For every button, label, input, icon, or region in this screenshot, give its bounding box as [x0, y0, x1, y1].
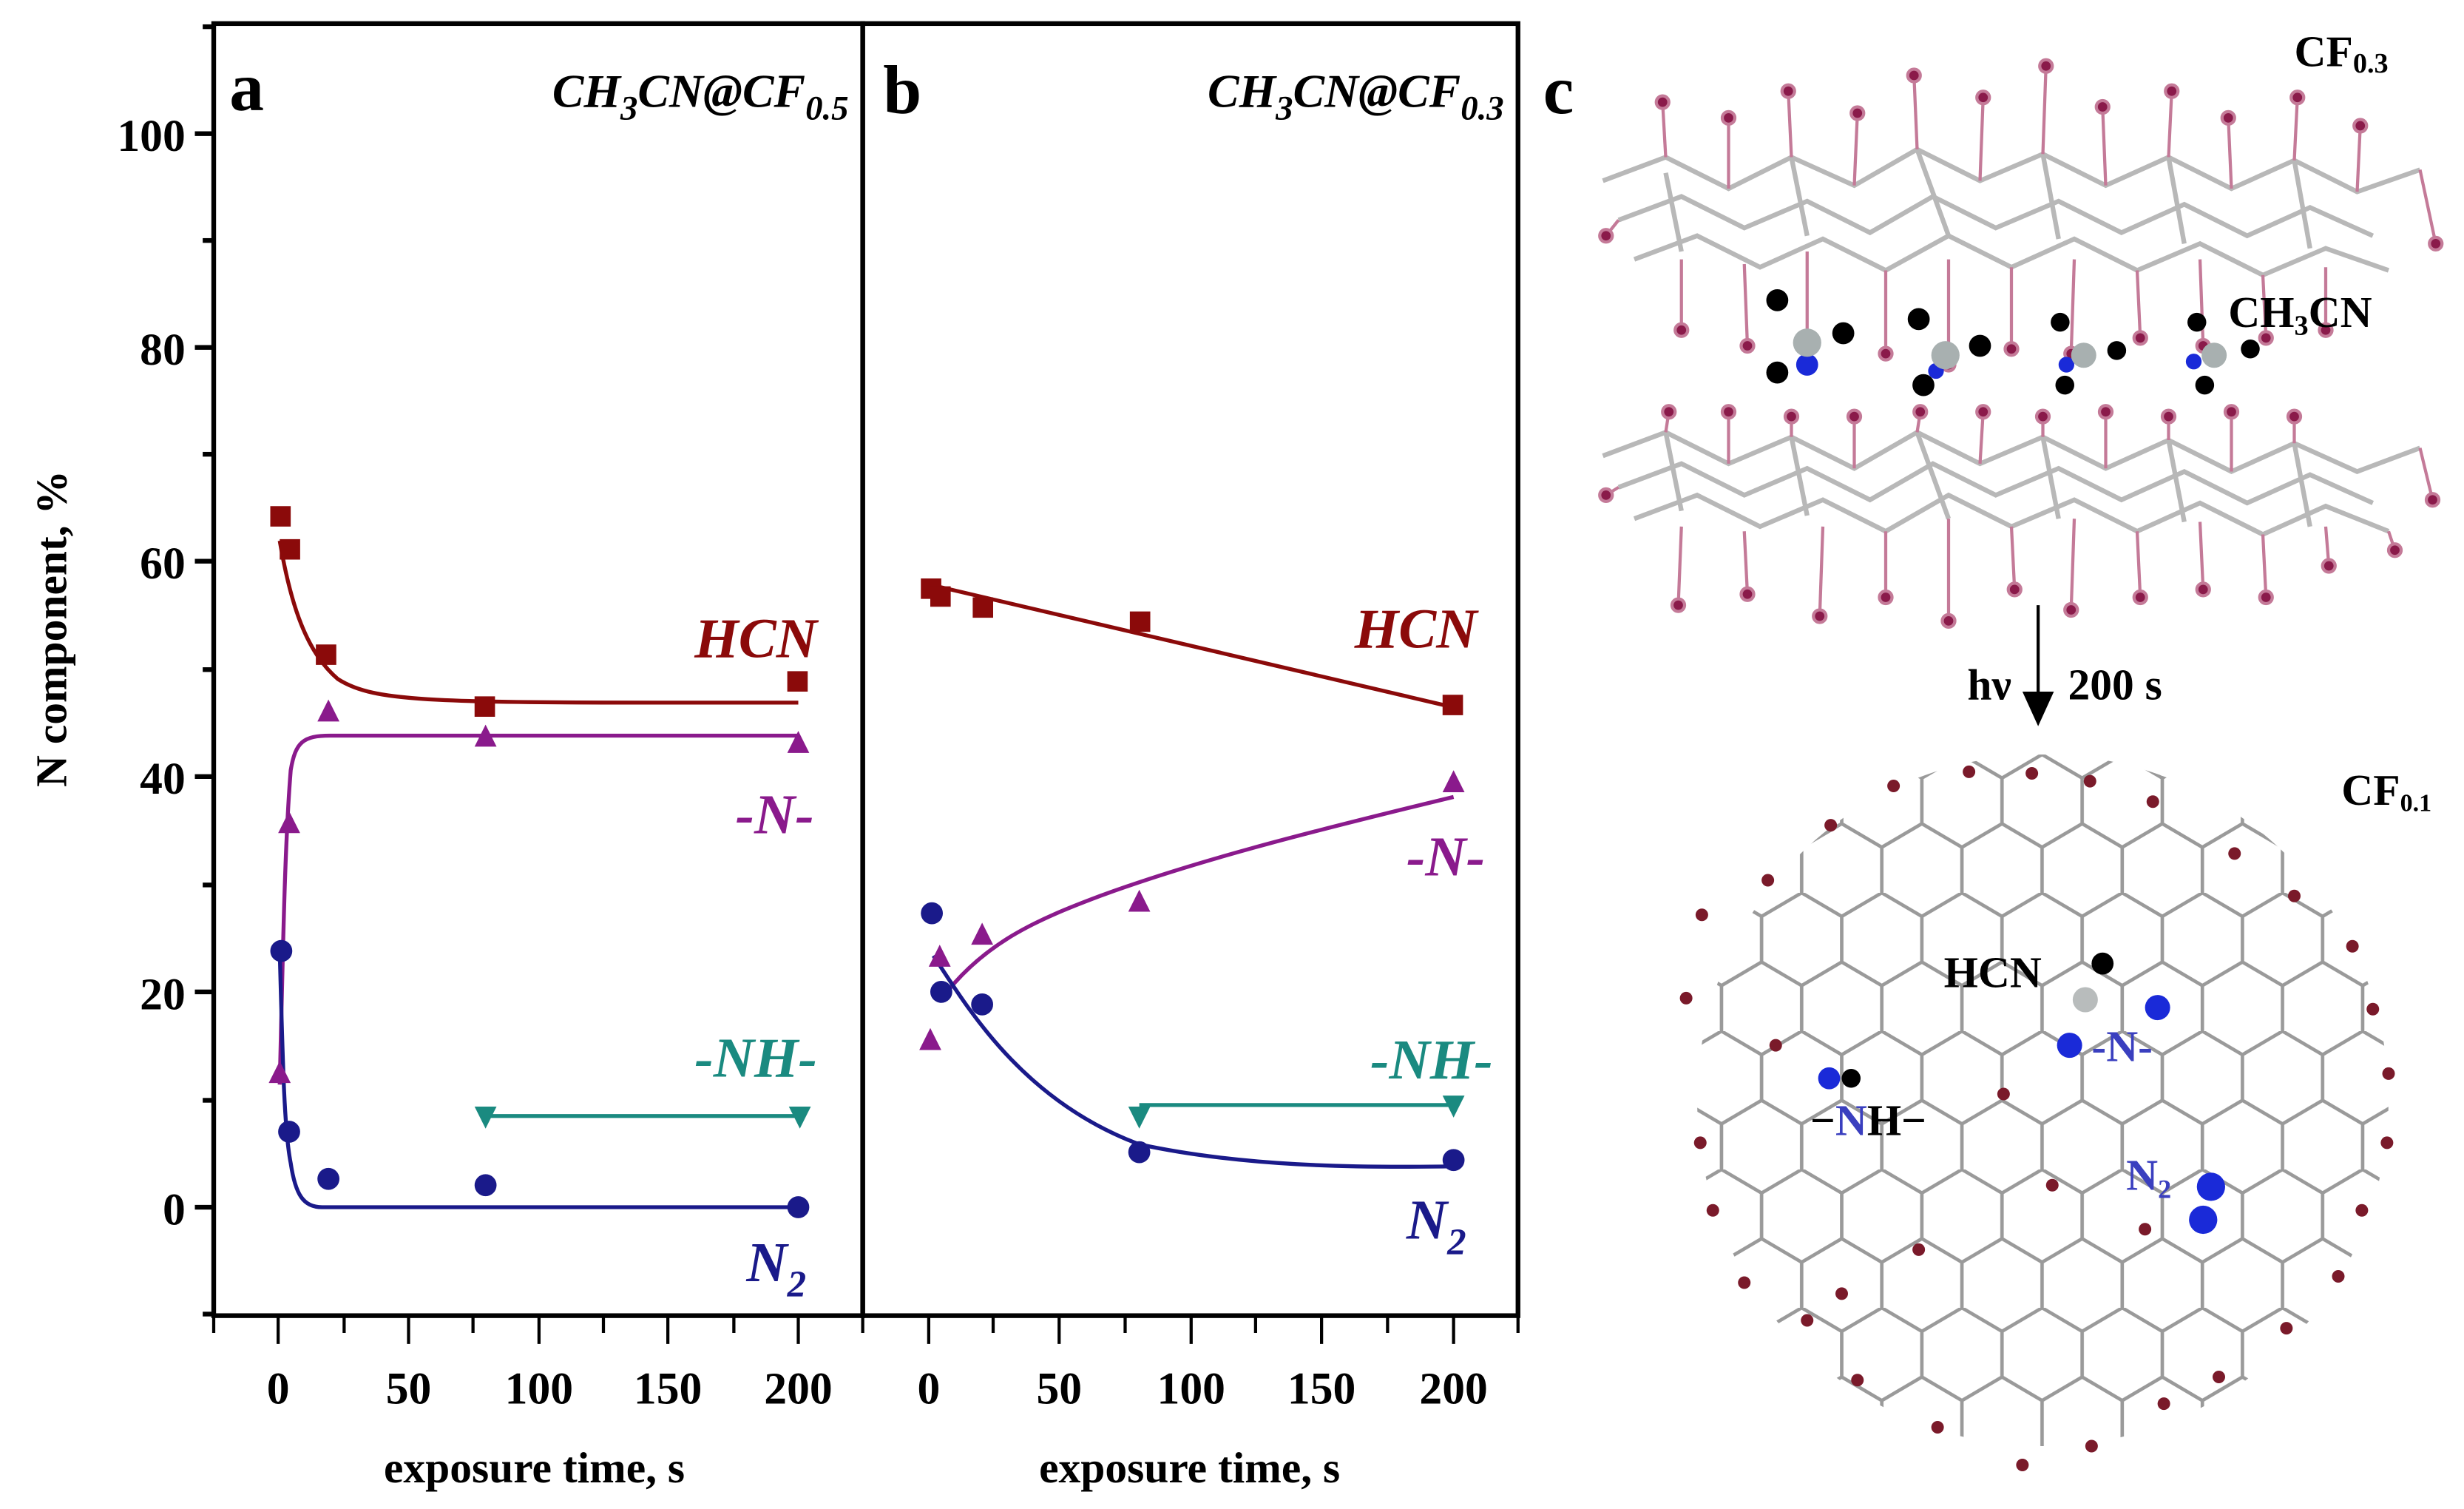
x-tick-label: 150 [1287, 1364, 1355, 1414]
n2-markers [921, 902, 1465, 1172]
series-label-hcn: HCN [694, 607, 819, 669]
series-label-n: -N- [1407, 826, 1485, 888]
x-tick-label: 0 [917, 1364, 940, 1414]
panel-letter: b [883, 53, 921, 129]
hv-label: hν [1967, 661, 2011, 709]
hcn-markers [921, 578, 1463, 715]
panel-letter: c [1543, 53, 1574, 129]
y-tick-label: 60 [140, 539, 186, 589]
y-tick-label: 20 [140, 969, 186, 1019]
x-tick-label: 100 [505, 1364, 573, 1414]
arrow-down-icon [2022, 692, 2054, 726]
panel-c: c CF0.3 [1543, 27, 2444, 1471]
ch3cn-molecule [1907, 308, 1991, 396]
ch3cn-molecules [1766, 289, 2260, 396]
nh-label: −NH− [1810, 1096, 1926, 1144]
hcn-markers [270, 506, 808, 717]
panel-b: 0 50 100 150 200 exposure time, s b CH3C… [860, 21, 1520, 1492]
hcn-site [2072, 952, 2114, 1013]
y-tick-label: 40 [140, 754, 186, 804]
y-axis-ticks [194, 24, 214, 1317]
ch3cn-molecule [2185, 312, 2260, 395]
x-tick-label: 200 [764, 1364, 832, 1414]
y-axis-title: N component, % [27, 470, 75, 787]
series-label-nh: -NH- [694, 1027, 817, 1090]
n2-markers [270, 939, 810, 1218]
n-markers [919, 770, 1465, 1050]
panel-b-frame [860, 21, 1520, 1318]
x-tick-label: 200 [1419, 1364, 1487, 1414]
ch3cn-molecule [2051, 312, 2127, 395]
panel-a-frame [211, 21, 865, 1318]
series-label-n: -N- [736, 783, 814, 845]
hcn-fit-curve [277, 540, 799, 705]
cf-layer-bottom [1602, 429, 2421, 538]
series-label-n2: N2 [745, 1231, 806, 1306]
sample-label: CH3CN@CF0.3 [1208, 65, 1504, 128]
ch3cn-molecule [1766, 289, 1855, 384]
nh-markers [474, 1107, 811, 1129]
x-axis-title: exposure time, s [384, 1443, 685, 1492]
n2-fit-curve [277, 951, 799, 1209]
y-tick-label: 0 [163, 1184, 186, 1235]
cf01-label: CF0.1 [2341, 766, 2431, 817]
graphene-lattice [1697, 754, 2389, 1446]
nh-markers [1128, 1096, 1465, 1129]
cf03-label: CF0.3 [2295, 27, 2389, 79]
reaction-arrow [2022, 605, 2054, 726]
n-bridge-label: -N- [2091, 1022, 2153, 1070]
series-label-n2: N2 [1406, 1189, 1466, 1263]
nh-site [1818, 1067, 1861, 1090]
time-label: 200 s [2068, 661, 2162, 709]
sample-label: CH3CN@CF0.5 [552, 65, 849, 128]
y-tick-label: 100 [117, 111, 185, 161]
hcn-label: HCN [1944, 948, 2042, 997]
ch3cn-label: CH3CN [2228, 288, 2372, 342]
x-tick-label: 50 [1036, 1364, 1082, 1414]
series-label-nh: -NH- [1370, 1028, 1493, 1091]
cf-layer-top [1602, 146, 2421, 278]
x-tick-label: 100 [1157, 1364, 1225, 1414]
n2-site [2189, 1172, 2225, 1235]
series-label-hcn: HCN [1354, 598, 1480, 661]
x-tick-label: 150 [634, 1364, 702, 1414]
n2-label: N2 [2126, 1151, 2171, 1204]
x-axis-ticks-a [211, 1315, 800, 1344]
x-tick-label: 50 [386, 1364, 432, 1414]
n-markers [268, 699, 810, 1084]
x-axis-ticks-b [861, 1315, 1520, 1344]
y-tick-label: 80 [140, 325, 186, 375]
panel-letter: a [229, 50, 264, 126]
x-axis-title: exposure time, s [1039, 1443, 1340, 1492]
fluorine-atoms-bottom [1598, 404, 2441, 629]
fluorine-atoms-top [1598, 58, 2444, 373]
n-bridge-site [2057, 995, 2170, 1059]
n-fit-curve [938, 794, 1455, 1003]
fluorine-atoms-edge [1679, 765, 2395, 1471]
hcn-fit-line [930, 582, 1455, 709]
x-tick-label: 0 [267, 1364, 290, 1414]
panel-a: 100 80 60 40 20 0 0 50 100 150 200 expos… [117, 21, 865, 1492]
